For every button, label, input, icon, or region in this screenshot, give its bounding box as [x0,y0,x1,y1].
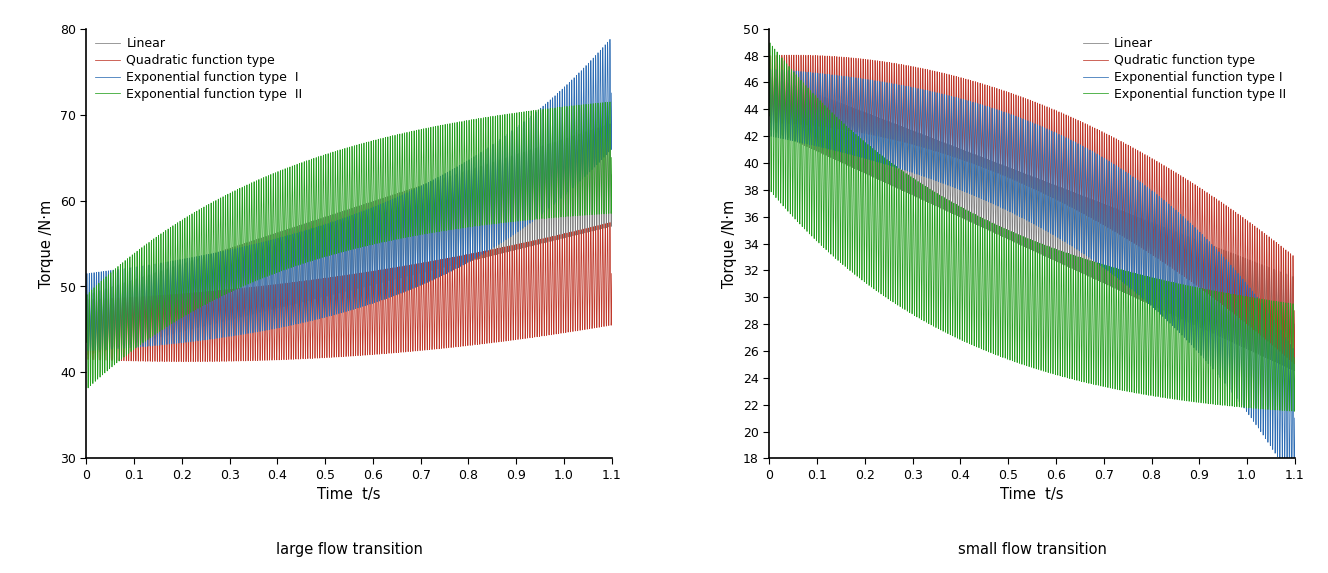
Exponential function type  I [78,309,94,316]
Qudratic function type [1096,219,1112,226]
Linear [1073,193,1089,200]
Exponential function type II [1179,383,1195,390]
Exponential function type  II [105,291,121,298]
Exponential function type  I [412,280,428,286]
Qudratic function type [788,74,803,81]
Exponential function type I [1287,415,1303,422]
Exponential function type  I [80,347,96,354]
Linear [467,178,483,185]
Linear [602,120,618,127]
Exponential function type I [762,65,778,72]
Linear [78,322,94,329]
Linear [105,299,121,305]
Quadratic function type [467,263,483,270]
Quadratic function type [268,353,284,360]
Linear [1096,277,1112,284]
Qudratic function type [1151,174,1167,180]
Exponential function type  I [604,89,620,96]
Exponential function type  II [412,229,428,236]
Linear [1287,367,1303,374]
Exponential function type I [1151,210,1167,217]
Line: Quadratic function type: Quadratic function type [86,222,612,362]
Line: Exponential function type I: Exponential function type I [769,69,1295,484]
Quadratic function type [105,315,121,322]
Qudratic function type [1179,262,1195,269]
Qudratic function type [761,85,777,92]
Text: small flow transition: small flow transition [957,542,1106,557]
Exponential function type I [952,182,968,189]
Line: Linear: Linear [86,124,612,355]
Exponential function type  I [389,196,405,203]
Exponential function type  II [602,99,618,105]
Linear [604,171,620,178]
X-axis label: Time  t/s: Time t/s [317,488,381,503]
Exponential function type II [952,329,968,336]
Exponential function type  II [604,154,620,161]
Exponential function type  II [389,134,405,140]
Quadratic function type [602,219,618,226]
Exponential function type  I [467,167,483,174]
Quadratic function type [389,266,405,273]
Exponential function type I [1096,261,1112,268]
Exponential function type I [788,85,803,92]
Exponential function type II [1096,380,1112,387]
Qudratic function type [789,52,805,58]
Line: Linear: Linear [769,76,1295,371]
Legend: Linear, Quadratic function type, Exponential function type  I, Exponential funct: Linear, Quadratic function type, Exponen… [93,35,305,103]
Line: Qudratic function type: Qudratic function type [769,55,1295,364]
Y-axis label: Torque /N·m: Torque /N·m [722,199,737,288]
Linear [1151,234,1167,241]
Exponential function type  II [495,205,511,212]
Exponential function type  II [467,132,483,139]
Exponential function type  I [105,286,121,293]
Quadratic function type [604,270,620,277]
Exponential function type II [1287,354,1303,361]
Exponential function type  II [78,339,94,346]
Exponential function type I [1287,481,1303,488]
Qudratic function type [952,151,968,158]
Exponential function type I [1073,144,1089,151]
Y-axis label: Torque /N·m: Torque /N·m [40,199,54,288]
X-axis label: Time  t/s: Time t/s [1000,488,1064,503]
Line: Exponential function type  I: Exponential function type I [86,40,612,351]
Quadratic function type [412,345,428,352]
Linear [412,268,428,274]
Linear [1179,307,1195,314]
Qudratic function type [1073,120,1089,127]
Linear [1287,321,1303,328]
Exponential function type II [1151,293,1167,300]
Qudratic function type [1287,307,1303,314]
Linear [952,210,968,217]
Exponential function type I [761,99,777,106]
Exponential function type  I [602,36,618,43]
Line: Exponential function type  II: Exponential function type II [86,102,612,388]
Exponential function type I [1179,321,1195,328]
Exponential function type  I [268,320,284,327]
Quadratic function type [495,326,511,333]
Exponential function type  II [80,384,96,391]
Line: Exponential function type II: Exponential function type II [769,43,1295,411]
Linear [389,192,405,199]
Linear [762,72,778,79]
Qudratic function type [1287,360,1303,367]
Linear [268,301,284,308]
Text: large flow transition: large flow transition [276,542,422,557]
Quadratic function type [178,358,194,365]
Quadratic function type [78,326,94,333]
Legend: Linear, Qudratic function type, Exponential function type I, Exponential functio: Linear, Qudratic function type, Exponent… [1080,35,1288,103]
Exponential function type II [788,107,803,114]
Linear [761,99,777,106]
Exponential function type II [1287,408,1303,415]
Linear [788,96,803,103]
Linear [495,237,511,244]
Exponential function type II [1073,257,1089,264]
Exponential function type II [761,112,777,119]
Exponential function type II [762,40,778,46]
Exponential function type  II [268,264,284,271]
Linear [80,351,96,358]
Exponential function type  I [495,225,511,231]
